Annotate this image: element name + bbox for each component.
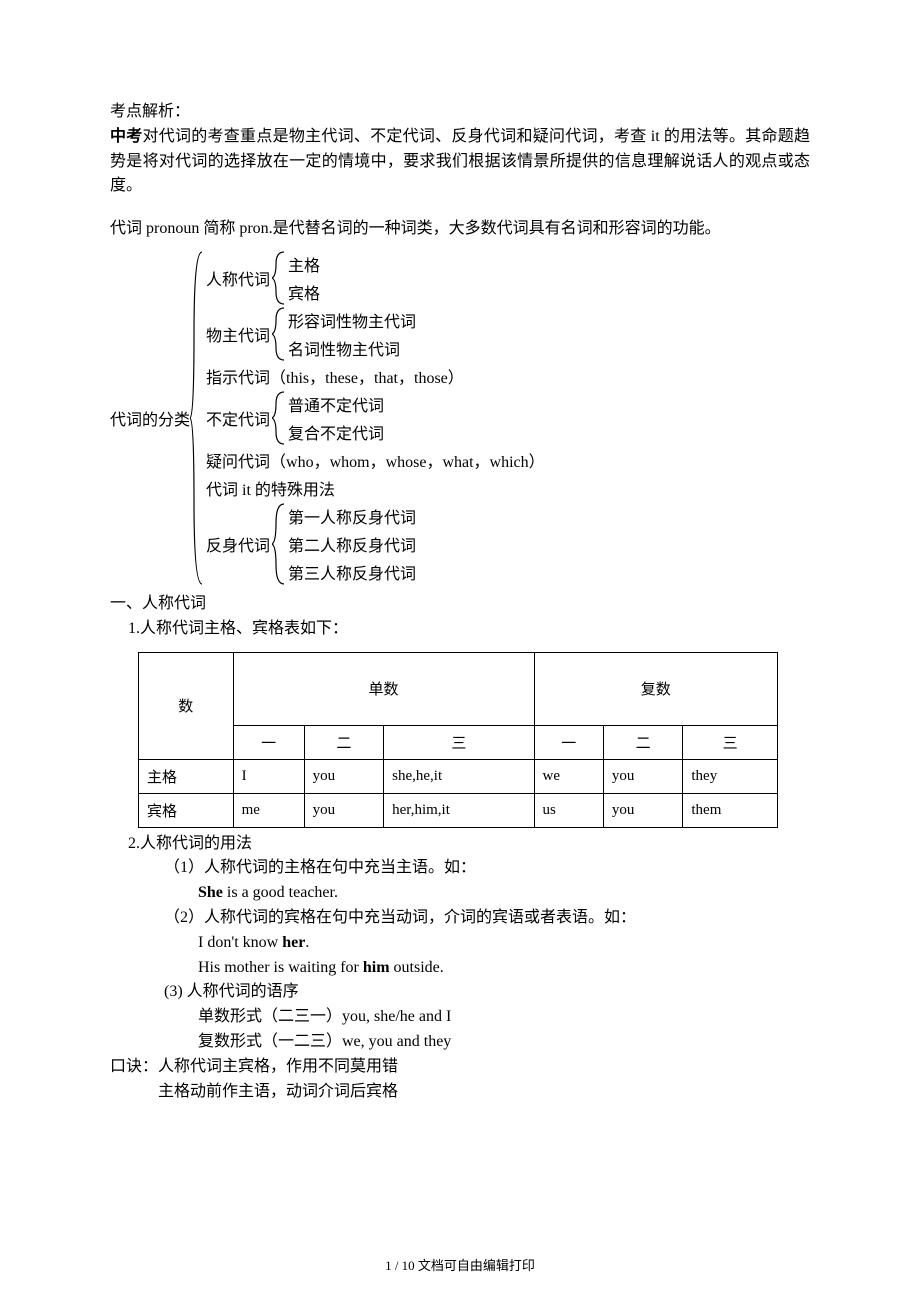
brace-icon	[272, 390, 286, 446]
page: 考点解析： 中考对代词的考查重点是物主代词、不定代词、反身代词和疑问代词，考查 …	[0, 0, 920, 1302]
analysis-body: 中考对代词的考查重点是物主代词、不定代词、反身代词和疑问代词，考查 it 的用法…	[110, 125, 810, 199]
th-person: 三	[683, 725, 778, 759]
tree-item-label: 疑问代词（who，whom，whose，what，which）	[204, 446, 547, 474]
tree-item: 不定代词普通不定代词复合不定代词	[204, 390, 547, 446]
u2-ex2-a: His mother is waiting for	[198, 959, 363, 976]
th-person: 二	[304, 725, 383, 759]
page-footer: 1 / 10 文档可自由编辑打印	[0, 1255, 920, 1274]
usage1-example: She is a good teacher.	[110, 881, 810, 906]
analysis-heading: 考点解析：	[110, 100, 810, 125]
tree-item-label: 代词 it 的特殊用法	[204, 474, 337, 502]
tree-subitem: 复合不定代词	[286, 418, 386, 446]
tree-item: 疑问代词（who，whom，whose，what，which）	[204, 446, 547, 474]
sub2-title: 2.人称代词的用法	[110, 832, 810, 857]
tree-subitem-label: 第三人称反身代词	[286, 558, 418, 586]
tree-item: 指示代词（this，these，that，those）	[204, 362, 547, 390]
tree-subitem: 主格	[286, 250, 322, 278]
tree-subitem: 第二人称反身代词	[286, 530, 418, 558]
tree-subitem-label: 第二人称反身代词	[286, 530, 418, 558]
table-cell: you	[304, 793, 383, 827]
table-cell: us	[534, 793, 603, 827]
u2-ex2-b: him	[363, 959, 390, 976]
tree-subitem-label: 主格	[286, 250, 322, 278]
tree-item: 物主代词形容词性物主代词名词性物主代词	[204, 306, 547, 362]
brace-icon	[272, 250, 286, 306]
tree-subitem-label: 名词性物主代词	[286, 334, 402, 362]
tree-children: 人称代词主格宾格物主代词形容词性物主代词名词性物主代词指示代词（this，the…	[204, 250, 547, 586]
tree-item-label: 物主代词	[204, 320, 272, 348]
table-cell: she,he,it	[384, 759, 534, 793]
tree-item-label: 反身代词	[204, 530, 272, 558]
tree-item-label: 人称代词	[204, 264, 272, 292]
th-person: 一	[233, 725, 304, 759]
definition-para: 代词 pronoun 简称 pron.是代替名词的一种词类，大多数代词具有名词和…	[110, 217, 810, 242]
tree-subchildren: 普通不定代词复合不定代词	[286, 390, 386, 446]
brace-root	[190, 250, 204, 586]
th-person: 三	[384, 725, 534, 759]
tree-root-label: 代词的分类	[110, 406, 190, 430]
section1-title: 一、人称代词	[110, 592, 810, 617]
table-cell: they	[683, 759, 778, 793]
u2-ex2-c: outside.	[390, 959, 444, 976]
koujue-1: 口诀：人称代词主宾格，作用不同莫用错	[110, 1055, 810, 1080]
table-cell: you	[603, 759, 682, 793]
table-row: 主格Iyoushe,he,itweyouthey	[139, 759, 778, 793]
row-label: 主格	[139, 759, 234, 793]
brace-icon	[272, 502, 286, 586]
u2-ex1-b: her	[282, 934, 305, 951]
tree-subitem-label: 宾格	[286, 278, 322, 306]
tree-subchildren: 主格宾格	[286, 250, 322, 306]
tree-item: 人称代词主格宾格	[204, 250, 547, 306]
analysis-rest: 对代词的考查重点是物主代词、不定代词、反身代词和疑问代词，考查 it 的用法等。…	[110, 128, 810, 195]
usage2-ex1: I don't know her.	[110, 931, 810, 956]
koujue-2: 主格动前作主语，动词介词后宾格	[110, 1080, 810, 1105]
th-singular: 单数	[233, 652, 534, 725]
usage3-title: (3) 人称代词的语序	[110, 980, 810, 1005]
analysis-strong: 中考	[110, 128, 143, 145]
usage1-example-strong: She	[198, 884, 223, 901]
table-cell: them	[683, 793, 778, 827]
table-cell: me	[233, 793, 304, 827]
section1-sub1: 1.人称代词主格、宾格表如下：	[110, 617, 810, 642]
table-row: 宾格meyouher,him,itusyouthem	[139, 793, 778, 827]
persons-row: 一二三一二三	[139, 725, 778, 759]
usage2-ex2: His mother is waiting for him outside.	[110, 956, 810, 981]
u2-ex1-c: .	[305, 934, 309, 951]
table-cell: you	[304, 759, 383, 793]
u2-ex1-a: I don't know	[198, 934, 282, 951]
tree-subitem: 形容词性物主代词	[286, 306, 418, 334]
tree-subitem: 第三人称反身代词	[286, 558, 418, 586]
brace-icon	[272, 306, 286, 362]
pronoun-table: 数 单数 复数 一二三一二三 主格Iyoushe,he,itweyouthey宾…	[138, 652, 778, 828]
tree-subitem-label: 复合不定代词	[286, 418, 386, 446]
table-cell: I	[233, 759, 304, 793]
tree-item-label: 不定代词	[204, 404, 272, 432]
tree-subitem-label: 普通不定代词	[286, 390, 386, 418]
pronoun-classification-tree: 代词的分类 人称代词主格宾格物主代词形容词性物主代词名词性物主代词指示代词（th…	[110, 250, 810, 586]
tree-subitem-label: 第一人称反身代词	[286, 502, 418, 530]
tree-subitem: 名词性物主代词	[286, 334, 418, 362]
usage3-l1: 单数形式（二三一）you, she/he and I	[110, 1005, 810, 1030]
tree-subitem: 宾格	[286, 278, 322, 306]
table-cell: you	[603, 793, 682, 827]
tree-subchildren: 形容词性物主代词名词性物主代词	[286, 306, 418, 362]
usage1-example-rest: is a good teacher.	[223, 884, 338, 901]
usage3-l2: 复数形式（一二三）we, you and they	[110, 1030, 810, 1055]
row-label: 宾格	[139, 793, 234, 827]
usage2: （2）人称代词的宾格在句中充当动词，介词的宾语或者表语。如：	[110, 906, 810, 931]
th-person: 二	[603, 725, 682, 759]
tree-item: 反身代词第一人称反身代词第二人称反身代词第三人称反身代词	[204, 502, 547, 586]
th-person: 一	[534, 725, 603, 759]
tree-item-label: 指示代词（this，these，that，those）	[204, 362, 466, 390]
th-number: 数	[139, 652, 234, 759]
table-cell: we	[534, 759, 603, 793]
tree-subitem: 第一人称反身代词	[286, 502, 418, 530]
th-plural: 复数	[534, 652, 778, 725]
tree-subitem-label: 形容词性物主代词	[286, 306, 418, 334]
table-cell: her,him,it	[384, 793, 534, 827]
tree-item: 代词 it 的特殊用法	[204, 474, 547, 502]
tree-subitem: 普通不定代词	[286, 390, 386, 418]
tree-subchildren: 第一人称反身代词第二人称反身代词第三人称反身代词	[286, 502, 418, 586]
usage1: （1）人称代词的主格在句中充当主语。如：	[110, 856, 810, 881]
